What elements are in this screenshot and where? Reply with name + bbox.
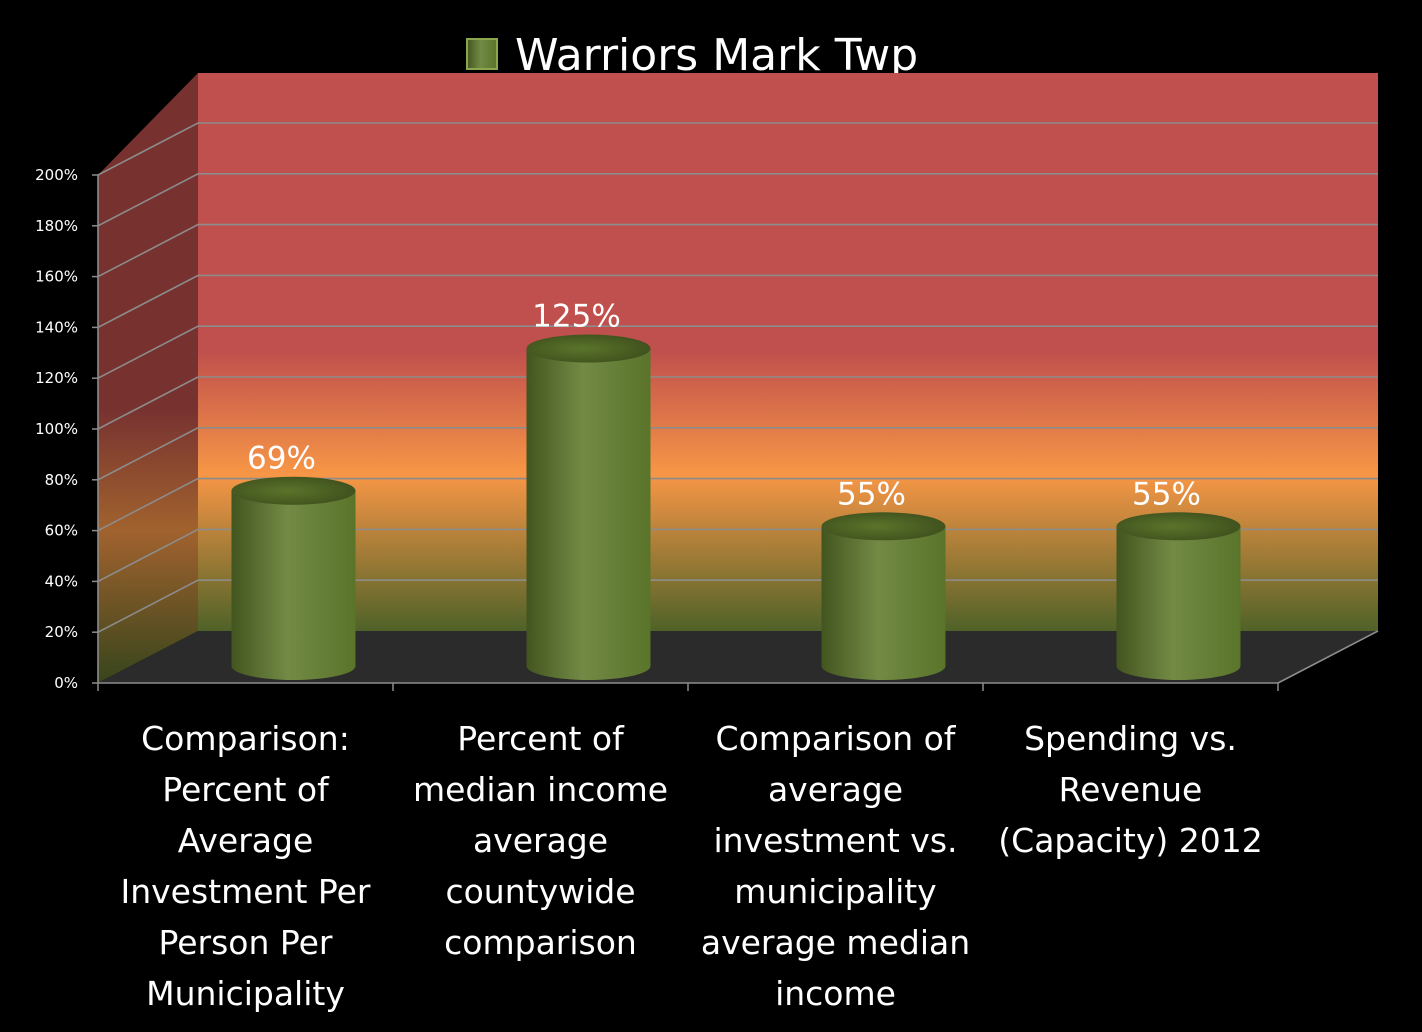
legend-swatch: [466, 38, 498, 70]
y-tick-label: 40%: [45, 572, 78, 590]
y-tick-label: 100%: [35, 420, 78, 438]
bars: [231, 334, 1241, 680]
legend: Warriors Mark Twp: [466, 30, 918, 81]
y-tick-label: 0%: [54, 674, 78, 692]
category-label: Spending vs. Revenue (Capacity) 2012: [998, 719, 1262, 860]
bar-body: [231, 490, 356, 680]
category-label-line: Revenue: [1059, 770, 1203, 809]
category-label-line: income: [775, 974, 896, 1013]
category-label-line: Comparison:: [141, 719, 350, 758]
gridline: [97, 477, 1378, 532]
y-tick-label: 140%: [35, 318, 78, 336]
category-label-line: Percent of: [457, 719, 625, 758]
data-labels: 69% 125% 55% 55%: [247, 299, 1201, 513]
y-tick-label: 120%: [35, 369, 78, 387]
bar-cap: [526, 334, 651, 363]
bar-cap: [821, 512, 946, 541]
category-label-line: comparison: [444, 923, 637, 962]
y-tick-label: 20%: [45, 623, 78, 641]
category-label-line: countywide: [445, 872, 635, 911]
gridline: [97, 579, 1378, 633]
gridline: [97, 223, 1378, 278]
gridline: [97, 376, 1378, 430]
bar-cap: [231, 476, 356, 505]
category-label-line: Investment Per: [121, 872, 371, 911]
y-tick-label: 180%: [35, 217, 78, 235]
category-label-line: (Capacity) 2012: [998, 821, 1262, 860]
category-label-line: Average: [178, 821, 314, 860]
legend-label: Warriors Mark Twp: [515, 30, 918, 81]
gridlines: [97, 122, 1378, 633]
floor-edge: [1277, 630, 1379, 684]
category-label-line: Person Per: [159, 923, 333, 962]
gridline: [97, 426, 1378, 481]
gridline: [97, 274, 1378, 329]
data-label: 55%: [837, 476, 906, 512]
data-label: 55%: [1132, 476, 1201, 512]
x-axis-categories: Comparison: Percent of Average Investment P…: [121, 719, 1263, 1013]
gridline: [97, 528, 1378, 583]
y-tick-label: 200%: [35, 166, 78, 184]
category-label-line: average: [473, 821, 608, 860]
gridline: [97, 325, 1378, 379]
category-label-line: Spending vs.: [1024, 719, 1237, 758]
data-label: 69%: [247, 441, 316, 477]
side-wall: [98, 73, 198, 683]
bar-body: [1116, 526, 1241, 680]
category-label-line: average: [768, 770, 903, 809]
bar: [231, 476, 356, 680]
category-label-line: Municipality: [146, 974, 345, 1013]
data-label: 125%: [532, 299, 621, 335]
category-label-line: Percent of: [162, 770, 330, 809]
bar: [526, 334, 651, 680]
category-label: Comparison of average investment vs. munici…: [701, 719, 970, 1013]
category-label-line: investment vs.: [713, 821, 957, 860]
category-label: Percent of median income average countywide…: [413, 719, 668, 962]
category-label: Comparison: Percent of Average Investment P…: [121, 719, 371, 1013]
bar: [1116, 512, 1241, 680]
y-tick-label: 160%: [35, 268, 78, 286]
bar-body: [821, 526, 946, 680]
y-tick-label: 60%: [45, 522, 78, 540]
bar-cap: [1116, 512, 1241, 541]
category-label-line: municipality: [734, 872, 936, 911]
bar: [821, 512, 946, 680]
floor: [98, 631, 1378, 683]
category-label-line: median income: [413, 770, 668, 809]
y-tick-label: 80%: [45, 471, 78, 489]
y-axis-ticks: 0% 20% 40% 60% 80% 100% 120% 140% 160% 180% 200%: [35, 166, 98, 692]
category-label-line: average median: [701, 923, 970, 962]
bar-body: [526, 348, 651, 680]
gridline: [97, 122, 1378, 176]
category-label-line: Comparison of: [716, 719, 957, 758]
gridline: [97, 173, 1378, 227]
